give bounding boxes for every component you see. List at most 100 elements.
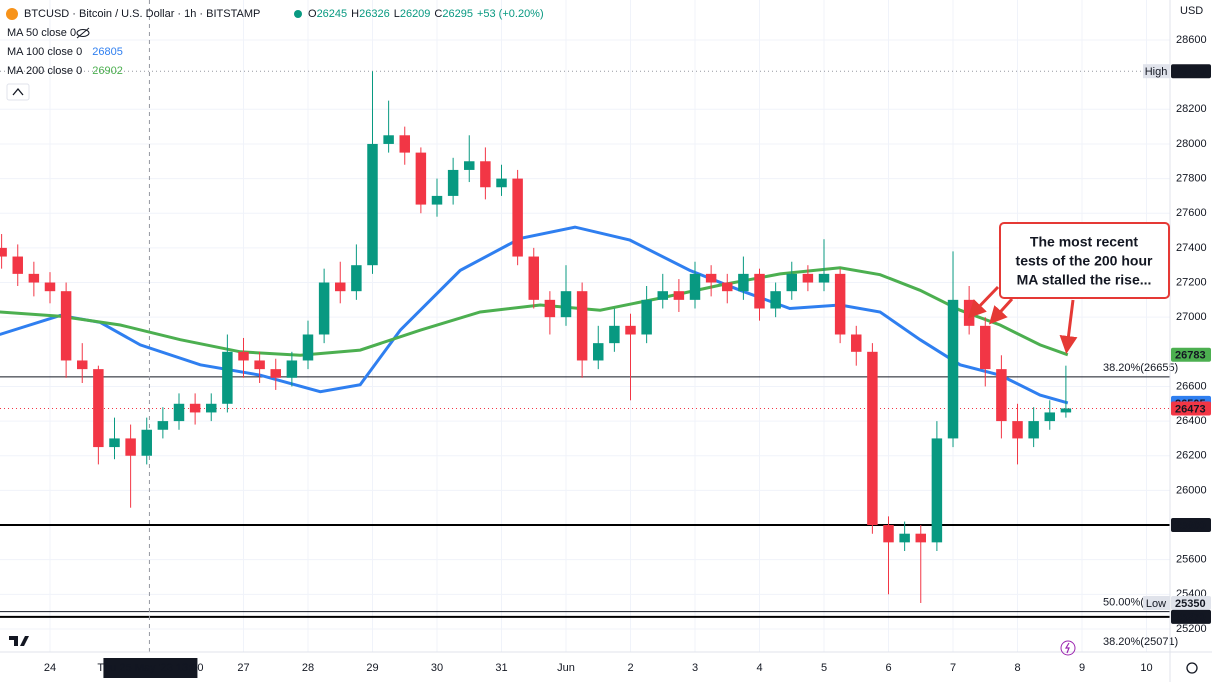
grid (0, 0, 1170, 652)
candle-body (335, 282, 346, 292)
candle-body (76, 360, 88, 370)
price-tag-label: 28420 (1175, 66, 1206, 78)
market-status (294, 10, 302, 18)
annotation-line: The most recent (1030, 234, 1138, 250)
candle-body (673, 291, 685, 300)
candle-body (1060, 408, 1072, 413)
candle-body (818, 273, 830, 283)
ohlc-label: O (308, 8, 317, 20)
x-tick-label: Jun (557, 662, 575, 674)
x-tick-label: 7 (950, 662, 956, 674)
x-tick-label: 28 (302, 662, 314, 674)
ohlc: O26245 H26326 L26209 C26295 +53 (+0.20%) (308, 8, 544, 20)
ohlc-label: C (434, 8, 442, 20)
candle-body (560, 291, 572, 318)
change: +53 (+0.20%) (477, 8, 544, 20)
candle-body (512, 178, 523, 257)
ohlc-value: 26326 (359, 8, 390, 20)
candle-body (44, 282, 56, 292)
y-tick-label: 28600 (1176, 34, 1207, 46)
candle-body (625, 325, 636, 335)
price-tag (1171, 347, 1211, 362)
price-tag (1171, 609, 1211, 624)
annotation-box (999, 222, 1170, 299)
price-tag-note-bg (1143, 64, 1170, 79)
candle-body (980, 325, 991, 370)
legend-entry: MA 100 close 0 26805 (7, 46, 123, 58)
candle-body (915, 533, 927, 543)
price-tag (1171, 518, 1211, 533)
price-tag-label: 26473 (1175, 403, 1206, 415)
candle-body (496, 178, 507, 188)
x-tick-label: 30 (431, 662, 443, 674)
header: BTCUSD · Bitcoin / U.S. Dollar · 1h · BI… (6, 8, 544, 101)
ohlc-label: L (394, 8, 400, 20)
candle-body (173, 403, 185, 422)
x-tick-label: 5 (821, 662, 827, 674)
ohlc-value: 26295 (442, 8, 473, 20)
settings-icon[interactable] (1186, 662, 1198, 674)
candle-body (109, 438, 120, 448)
candle-body (157, 421, 169, 430)
hidden-icon[interactable] (76, 29, 90, 37)
candle-body (722, 282, 733, 292)
legend-entry: MA 50 close 0 (7, 27, 76, 39)
x-tick-label: 3 (692, 662, 698, 674)
legend-name: MA 50 close 0 (7, 27, 76, 39)
moving-averages (0, 225, 1069, 405)
y-tick-label: 28000 (1176, 138, 1207, 150)
candle-body (1028, 421, 1039, 439)
y-tick-label: 26600 (1176, 380, 1207, 392)
axes: 28600 28200 28000 27800 27600 27400 27200 27000… (44, 5, 1211, 678)
x-tick-label: 6 (885, 662, 891, 674)
candle-body (528, 256, 539, 300)
candle-body (399, 135, 410, 153)
x-tick-label: 4 (756, 662, 762, 674)
y-tick-label: 26000 (1176, 484, 1207, 496)
price-tag-label: 25350 (1175, 598, 1206, 610)
price-tag-note: Low (1146, 598, 1166, 610)
level-label: 50.00%(25 (1103, 597, 1156, 609)
price-tag-label: 25800 (1175, 520, 1206, 532)
y-tick-label: 26400 (1176, 415, 1207, 427)
y-tick-label: 27400 (1176, 242, 1207, 254)
event-icon[interactable] (1060, 640, 1076, 656)
candle-body (0, 247, 7, 257)
candle-body (238, 351, 249, 361)
candle-body (254, 360, 265, 370)
candle-body (834, 273, 846, 335)
price-tag-label: 25270 (1175, 612, 1206, 624)
candle-body (141, 429, 152, 456)
candle-body (270, 369, 281, 378)
x-tick-label: 2 (627, 662, 633, 674)
candle-body (351, 265, 362, 292)
symbol-title: BTCUSD · Bitcoin / U.S. Dollar · 1h · BI… (24, 8, 260, 20)
price-tag (1171, 64, 1211, 79)
candle-body (93, 369, 104, 448)
candle-body (931, 438, 943, 543)
candle-body (383, 135, 394, 144)
candle-body (206, 403, 217, 413)
annotation-text: The most recent tests of the 200 hour MA s… (1016, 234, 1153, 288)
candle-body (189, 403, 201, 413)
candle-body (657, 291, 668, 300)
price-tag (1171, 595, 1211, 610)
candle-body (1044, 412, 1056, 422)
ohlc-label: H (351, 8, 359, 20)
x-tick-label: 24 (44, 662, 56, 674)
candle-body (786, 273, 798, 292)
level-label: 38.20%(26655) (1103, 362, 1178, 374)
candle-body (415, 152, 427, 205)
candle-body (641, 299, 652, 335)
candle-body (367, 143, 378, 266)
legend-entry: MA 200 close 0 26902 (7, 65, 123, 77)
levels: 38.20%(26655) 50.00%(25 38.20%(25071) (0, 0, 1178, 652)
collapse-button[interactable] (6, 83, 30, 101)
x-tick-label: 8 (1014, 662, 1020, 674)
candle-body (12, 256, 23, 274)
candle-body (689, 273, 701, 300)
candle-body (770, 291, 781, 309)
annotation: The most recent tests of the 200 hour MA s… (967, 222, 1170, 354)
